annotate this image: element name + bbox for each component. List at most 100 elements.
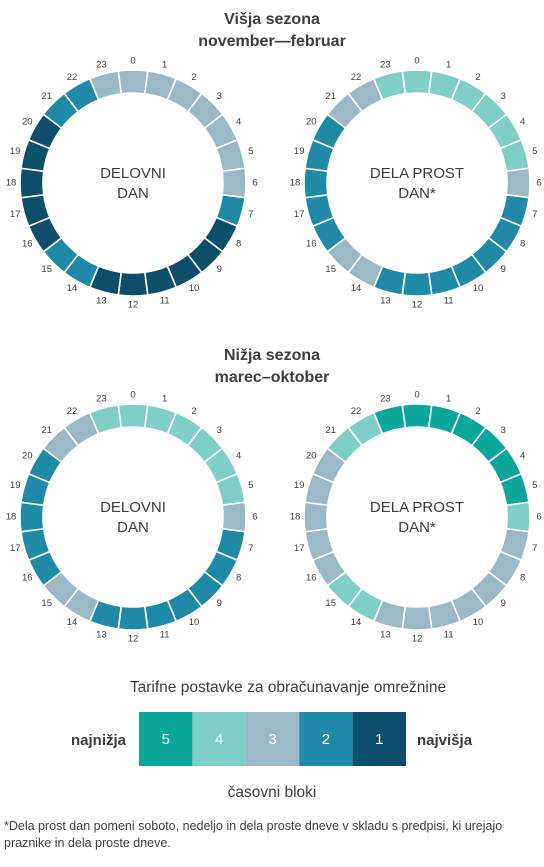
legend-lowest-label: najnižja: [71, 732, 127, 749]
day-type-label-line2: DAN: [117, 185, 149, 202]
hour-tick-label: 7: [532, 209, 537, 220]
hour-tick-label: 1: [446, 394, 451, 405]
hour-tick-label: 12: [128, 634, 139, 645]
hour-tick-label: 2: [191, 72, 196, 83]
hour-tick-label: 12: [128, 300, 139, 311]
hour-segment-0: [117, 403, 149, 429]
legend-block-3: [245, 712, 300, 766]
hour-segment-12: [401, 605, 433, 631]
hour-tick-label: 21: [325, 425, 336, 436]
hour-segment-6: [221, 167, 247, 199]
hour-tick-label: 12: [412, 634, 423, 645]
hour-tick-label: 13: [96, 629, 107, 640]
hour-tick-label: 13: [380, 629, 391, 640]
hour-segment-23: [372, 404, 407, 435]
hour-tick-label: 11: [160, 295, 170, 306]
hour-tick-label: 10: [189, 283, 200, 294]
hour-tick-label: 3: [501, 425, 506, 436]
hour-tick-label: 18: [290, 178, 301, 189]
hour-tick-label: 14: [351, 283, 362, 294]
hour-tick-label: 13: [96, 295, 107, 306]
hour-tick-label: 1: [162, 394, 167, 405]
hour-tick-label: 23: [380, 60, 391, 71]
hour-tick-label: 3: [501, 91, 506, 102]
hour-tick-label: 0: [414, 56, 419, 67]
hour-tick-label: 23: [96, 60, 107, 71]
hour-tick-label: 21: [325, 91, 336, 102]
hour-tick-label: 1: [162, 60, 167, 71]
hour-segment-12: [117, 605, 149, 631]
hour-tick-label: 7: [248, 209, 253, 220]
hour-tick-label: 21: [41, 91, 52, 102]
hour-tick-label: 14: [67, 617, 78, 628]
hour-tick-label: 17: [10, 209, 21, 220]
day-type-label-line1: DELOVNI: [100, 499, 166, 516]
ring-chart-1: 0 1234567891011121314151617181920212223DE…: [290, 56, 542, 311]
legend-block-label: 1: [375, 731, 383, 748]
hour-segment-23: [88, 70, 123, 101]
hour-tick-label: 9: [501, 598, 506, 609]
hour-tick-label: 5: [248, 480, 253, 491]
hour-tick-label: 10: [473, 617, 484, 628]
hour-segment-18: [19, 167, 45, 199]
hour-tick-label: 0: [130, 56, 135, 67]
day-type-label-line1: DELA PROST: [370, 499, 464, 516]
hour-tick-label: 15: [41, 264, 52, 275]
hour-tick-label: 15: [325, 598, 336, 609]
legend-scale: 5 4 3 2 1: [139, 712, 406, 766]
season-title-low-line2: marec–oktober: [215, 369, 330, 386]
hour-tick-label: 20: [22, 117, 33, 128]
hour-tick-label: 5: [248, 146, 253, 157]
hour-tick-label: 22: [67, 72, 78, 83]
hour-tick-label: 14: [67, 283, 78, 294]
radial-charts: 0 1234567891011121314151617181920212223DE…: [6, 56, 542, 645]
hour-segment-12: [117, 271, 149, 297]
season-title-high-line1: Višja sezona: [224, 11, 320, 28]
hour-tick-label: 3: [217, 91, 222, 102]
hour-segment-18: [19, 501, 45, 533]
hour-tick-label: 4: [520, 117, 525, 128]
hour-tick-label: 16: [22, 573, 33, 584]
legend-block-4: [192, 712, 246, 766]
legend-subtitle: časovni bloki: [228, 784, 317, 801]
hour-tick-label: 9: [501, 264, 506, 275]
hour-tick-label: 7: [532, 543, 537, 554]
hour-tick-label: 15: [41, 598, 52, 609]
hour-tick-label: 22: [351, 72, 362, 83]
hour-tick-label: 19: [10, 146, 21, 157]
ring-chart-0: 0 1234567891011121314151617181920212223DE…: [6, 56, 258, 311]
hour-tick-label: 9: [217, 264, 222, 275]
legend-highest-label: najvišja: [417, 732, 473, 749]
day-type-label-line1: DELA PROST: [370, 165, 464, 182]
hour-tick-label: 17: [294, 209, 305, 220]
hour-tick-label: 19: [294, 146, 305, 157]
hour-tick-label: 18: [290, 512, 301, 523]
hour-tick-label: 18: [6, 512, 17, 523]
hour-tick-label: 5: [532, 480, 537, 491]
hour-segment-6: [505, 167, 531, 199]
hour-tick-label: 13: [380, 295, 391, 306]
ring-chart-2: 0 1234567891011121314151617181920212223DE…: [6, 390, 258, 645]
hour-tick-label: 16: [306, 573, 317, 584]
hour-tick-label: 8: [520, 239, 525, 250]
hour-tick-label: 20: [306, 117, 317, 128]
hour-segment-0: [401, 69, 433, 95]
day-type-label-line2: DAN*: [398, 185, 436, 202]
hour-tick-label: 5: [532, 146, 537, 157]
hour-tick-label: 11: [444, 629, 454, 640]
hour-tick-label: 6: [252, 178, 257, 189]
hour-tick-label: 6: [536, 512, 541, 523]
hour-tick-label: 2: [475, 72, 480, 83]
hour-tick-label: 2: [191, 406, 196, 417]
hour-tick-label: 20: [22, 451, 33, 462]
hour-tick-label: 21: [41, 425, 52, 436]
hour-tick-label: 18: [6, 178, 17, 189]
hour-tick-label: 20: [306, 451, 317, 462]
hour-segment-0: [401, 403, 433, 429]
legend-block-label: 3: [268, 731, 276, 748]
hour-segment-0: [117, 69, 149, 95]
hour-tick-label: 17: [294, 543, 305, 554]
hour-tick-label: 12: [412, 300, 423, 311]
hour-tick-label: 8: [236, 239, 241, 250]
hour-tick-label: 16: [306, 239, 317, 250]
